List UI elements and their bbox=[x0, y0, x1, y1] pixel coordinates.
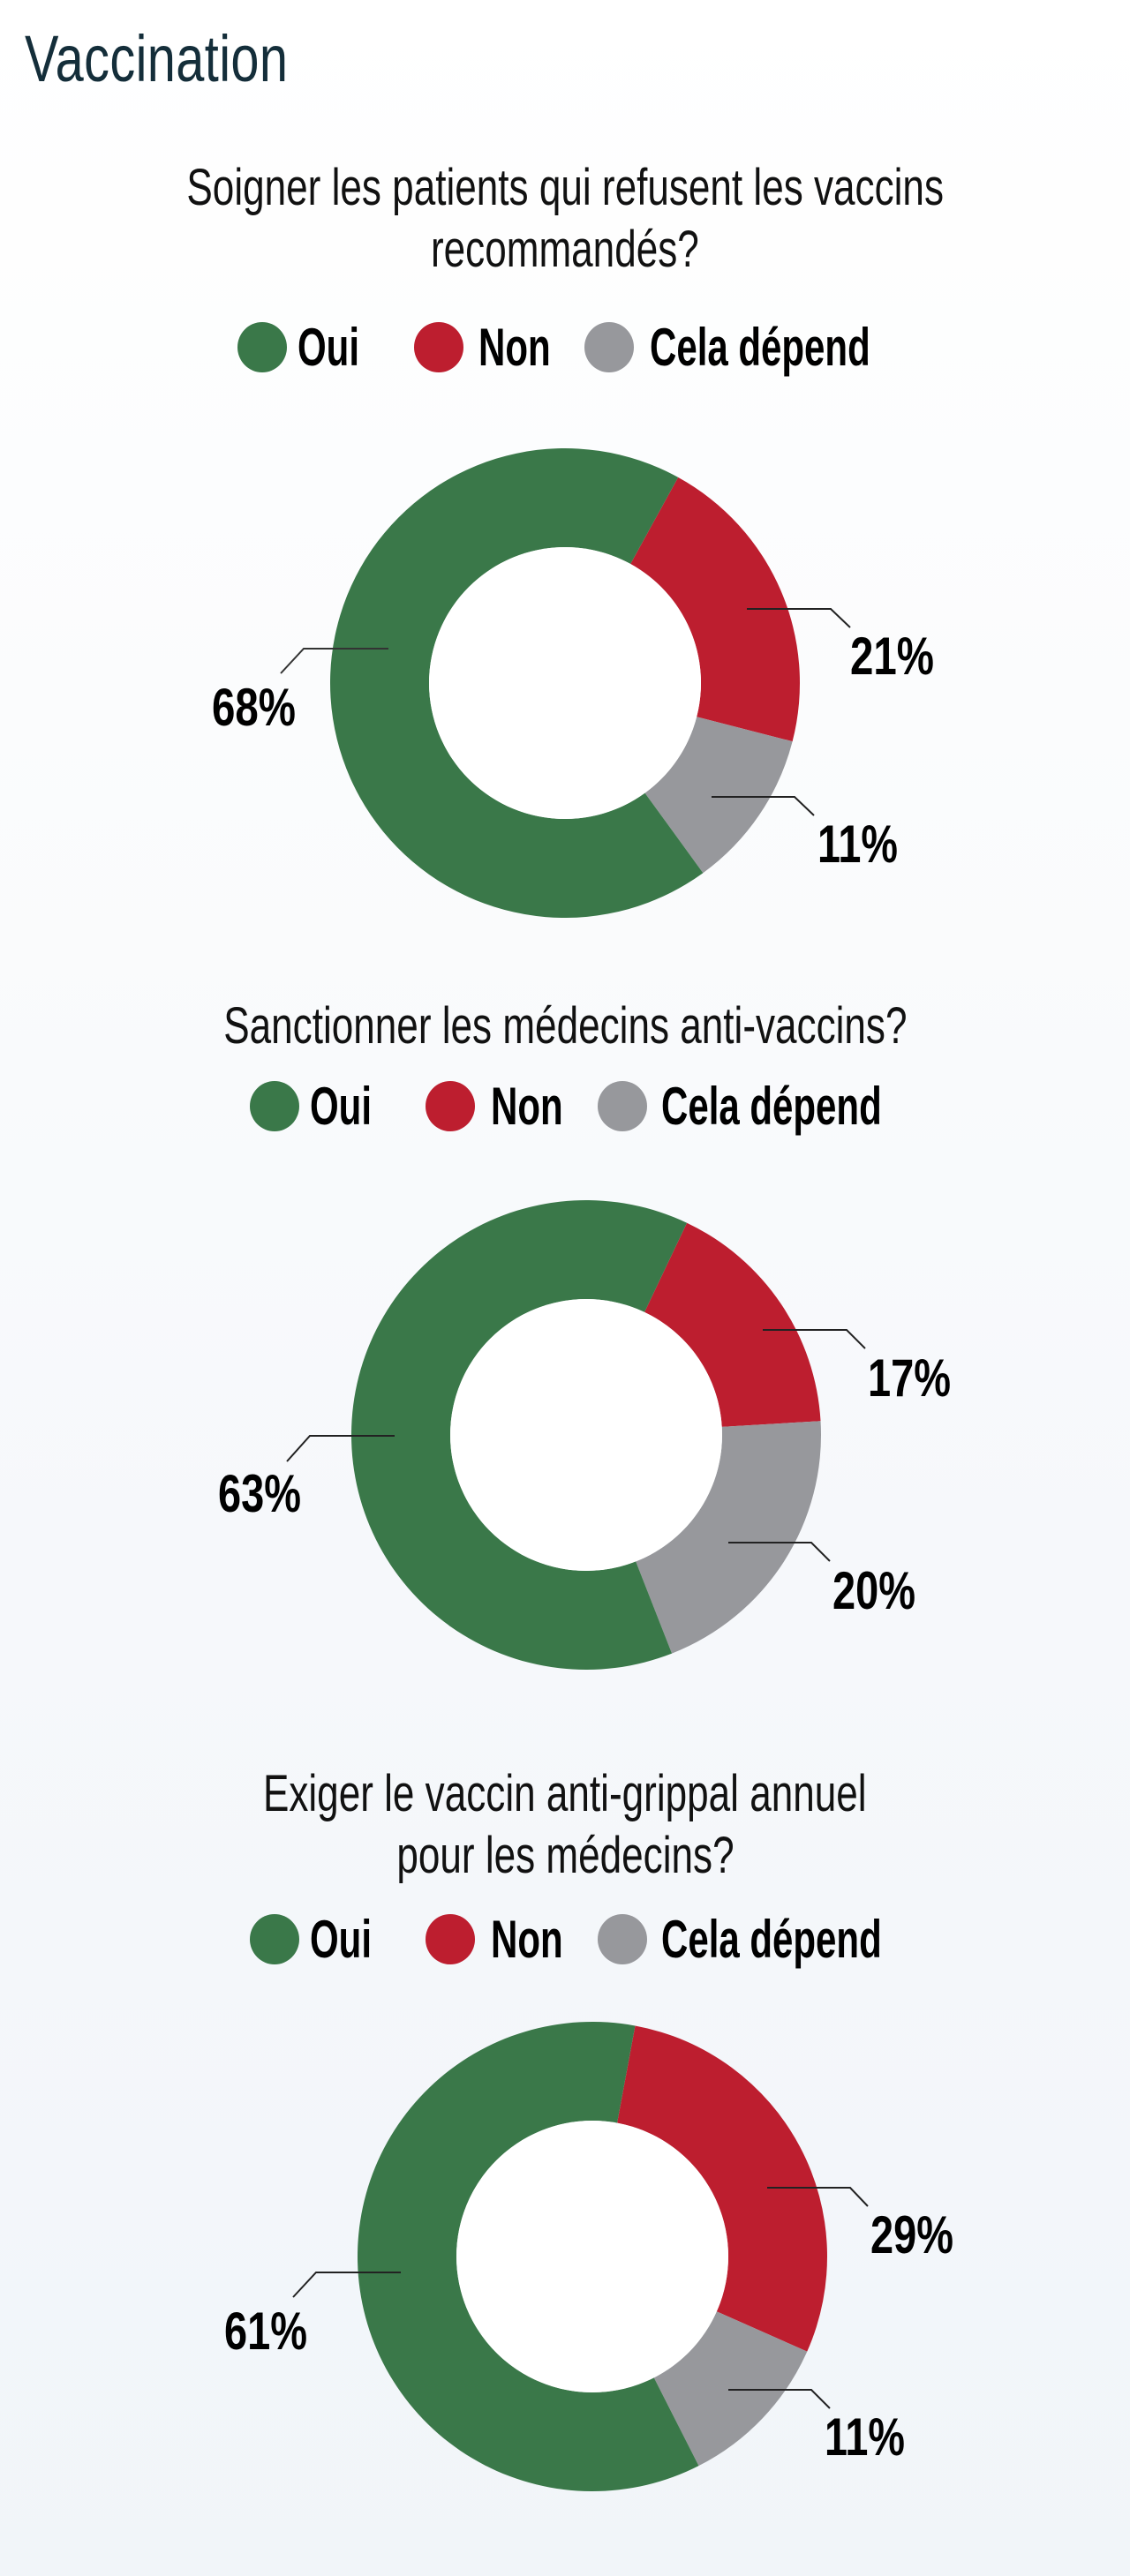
donut-slice-cela-depend bbox=[653, 2311, 808, 2467]
leader-line-non bbox=[763, 1329, 866, 1349]
question-1-line-1: Soigner les patients qui refusent les va… bbox=[186, 159, 944, 216]
leader-line-cela-depend bbox=[728, 2389, 831, 2409]
legend-dot-icon-oui bbox=[237, 322, 287, 372]
donut-chart-2: 63% 17% 20% bbox=[218, 1200, 951, 1670]
donut-slice-cela-depend bbox=[644, 717, 793, 874]
legend-label-oui: Oui bbox=[298, 318, 359, 377]
pct-label-cela-depend: 11% bbox=[825, 2407, 905, 2467]
legend-label-cela-depend: Cela dépend bbox=[661, 1910, 882, 1969]
legend-label-oui: Oui bbox=[310, 1910, 372, 1969]
donut-slice-oui bbox=[330, 448, 704, 918]
pct-label-non: 17% bbox=[868, 1348, 951, 1408]
legend-label-non: Non bbox=[491, 1077, 563, 1136]
pct-label-cela-depend: 11% bbox=[817, 815, 898, 874]
donut-hole bbox=[450, 1299, 722, 1571]
legend-1: Oui Non Cela dépend bbox=[0, 318, 1130, 377]
question-3-line-2: pour les médecins? bbox=[396, 1827, 734, 1884]
donut-slices bbox=[358, 2022, 827, 2491]
page-title: Vaccination bbox=[25, 22, 289, 95]
legend-dot-icon-non bbox=[426, 1914, 475, 1964]
legend-label-non: Non bbox=[491, 1910, 563, 1969]
donut-slice-non bbox=[617, 2025, 827, 2352]
legend-dot-icon-cela-depend bbox=[584, 322, 634, 372]
donut-hole bbox=[429, 547, 701, 819]
question-2: Sanctionner les médecins anti-vaccins? bbox=[0, 995, 1130, 1057]
legend-2: Oui Non Cela dépend bbox=[0, 1077, 1130, 1136]
legend-label-cela-depend: Cela dépend bbox=[650, 318, 870, 377]
legend-dot-icon-cela-depend bbox=[598, 1914, 647, 1964]
question-1-line-2: recommandés? bbox=[431, 221, 699, 278]
legend-3: Oui Non Cela dépend bbox=[0, 1910, 1130, 1969]
donut-slices bbox=[351, 1200, 821, 1670]
pct-label-non: 29% bbox=[870, 2205, 953, 2264]
leader-line-oui bbox=[286, 1435, 395, 1462]
pct-label-cela-depend: 20% bbox=[832, 1561, 915, 1620]
legend-dot-icon-non bbox=[426, 1081, 475, 1131]
donut-chart-1: 68% 21% 11% bbox=[212, 448, 934, 918]
question-3: Exiger le vaccin anti-grippal annuel pou… bbox=[0, 1763, 1130, 1887]
legend-dot-icon-non bbox=[414, 322, 463, 372]
question-3-line-1: Exiger le vaccin anti-grippal annuel bbox=[263, 1765, 867, 1822]
leader-line-cela-depend bbox=[728, 1542, 831, 1562]
legend-dot-icon-cela-depend bbox=[598, 1081, 647, 1131]
legend-label-cela-depend: Cela dépend bbox=[661, 1077, 882, 1136]
leader-line-oui bbox=[280, 648, 388, 674]
legend-dot-icon-oui bbox=[250, 1081, 299, 1131]
donut-slices bbox=[330, 448, 800, 918]
donut-slice-oui bbox=[358, 2022, 699, 2491]
leader-line-cela-depend bbox=[712, 796, 815, 816]
legend-dot-icon-oui bbox=[250, 1914, 299, 1964]
pct-label-non: 21% bbox=[850, 627, 934, 686]
donut-slice-oui bbox=[351, 1200, 688, 1670]
leader-line-non bbox=[767, 2187, 869, 2207]
legend-label-oui: Oui bbox=[310, 1077, 372, 1136]
donut-hole bbox=[456, 2121, 728, 2392]
leader-line-non bbox=[747, 608, 851, 628]
question-2-line-1: Sanctionner les médecins anti-vaccins? bbox=[222, 997, 908, 1055]
donut-slice-non bbox=[644, 1222, 821, 1427]
donut-slice-non bbox=[630, 477, 800, 742]
pct-label-oui: 61% bbox=[224, 2302, 307, 2361]
pct-label-oui: 63% bbox=[218, 1464, 301, 1523]
pct-label-oui: 68% bbox=[212, 678, 296, 737]
question-1: Soigner les patients qui refusent les va… bbox=[0, 157, 1130, 281]
donut-slice-cela-depend bbox=[636, 1421, 821, 1654]
legend-label-non: Non bbox=[478, 318, 551, 377]
leader-line-oui bbox=[292, 2272, 401, 2298]
